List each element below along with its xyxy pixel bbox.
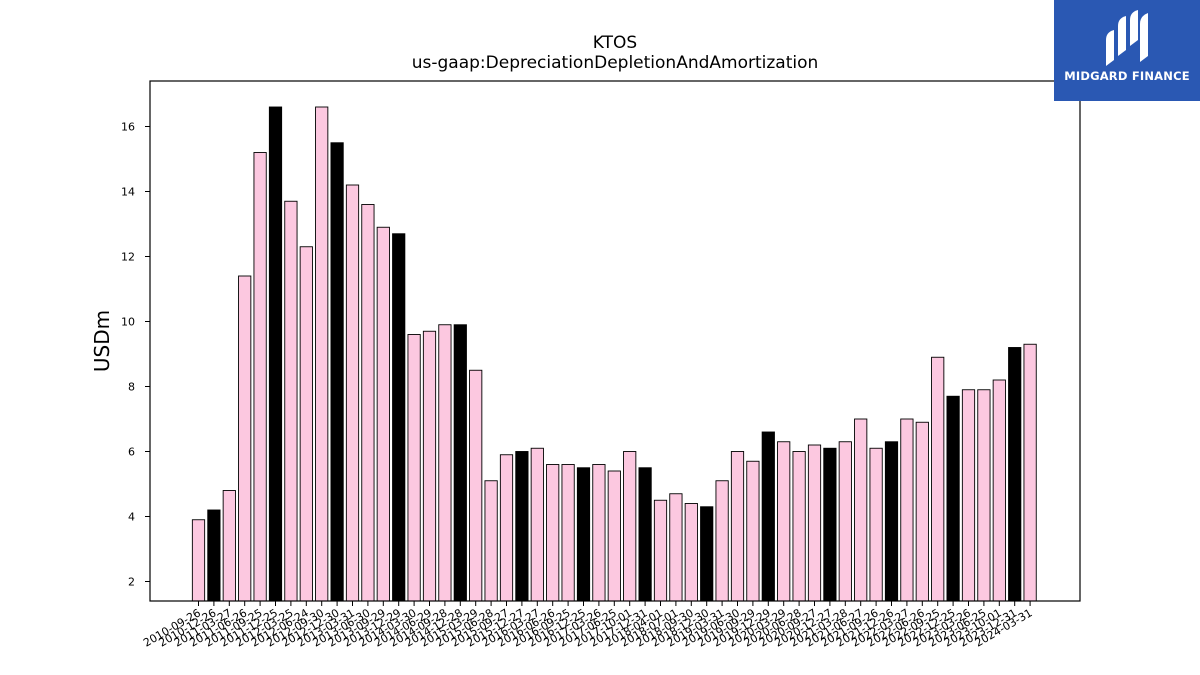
y-axis-label: USDm bbox=[90, 310, 114, 372]
bar bbox=[515, 451, 529, 602]
bar bbox=[992, 379, 1006, 602]
bar bbox=[392, 233, 406, 602]
bar bbox=[299, 246, 313, 602]
bar bbox=[484, 480, 498, 602]
bar bbox=[807, 444, 822, 602]
bar bbox=[900, 418, 914, 602]
plot-frame bbox=[149, 80, 1081, 602]
bar bbox=[869, 447, 883, 602]
bar bbox=[931, 356, 945, 602]
y-axis: 2 4 6 8 10 12 14 16 bbox=[121, 121, 150, 589]
bar bbox=[823, 447, 837, 602]
y-tick-label: 4 bbox=[128, 511, 135, 524]
bar bbox=[330, 142, 344, 602]
bar bbox=[715, 480, 729, 602]
bar bbox=[884, 441, 899, 602]
bar bbox=[1008, 347, 1022, 602]
y-tick-label: 16 bbox=[121, 121, 135, 134]
bar bbox=[576, 467, 591, 602]
bar bbox=[222, 490, 236, 602]
bar bbox=[238, 275, 252, 602]
bar bbox=[530, 447, 544, 602]
bar bbox=[977, 389, 991, 602]
bar bbox=[669, 493, 683, 602]
bar bbox=[469, 369, 483, 602]
y-tick-label: 12 bbox=[121, 251, 135, 264]
bar bbox=[438, 324, 452, 602]
bar bbox=[191, 519, 206, 602]
logo-mark-icon bbox=[1106, 10, 1148, 66]
bar bbox=[561, 464, 575, 602]
bar bbox=[946, 395, 960, 602]
bar bbox=[623, 451, 637, 602]
bar bbox=[746, 460, 760, 602]
bar bbox=[607, 470, 621, 602]
bar bbox=[253, 152, 267, 602]
bar bbox=[361, 204, 375, 602]
bar bbox=[284, 200, 298, 602]
bar bbox=[838, 441, 852, 602]
bar bbox=[546, 464, 560, 602]
bar bbox=[207, 509, 221, 602]
y-tick-label: 10 bbox=[121, 316, 135, 329]
bars-group bbox=[191, 106, 1037, 602]
bar bbox=[268, 106, 283, 602]
bar bbox=[345, 184, 360, 602]
x-axis: 2010-09-262010-12-262011-03-272011-06-26… bbox=[141, 601, 1035, 650]
bar bbox=[730, 451, 745, 602]
bar bbox=[407, 334, 421, 602]
bar bbox=[792, 451, 806, 602]
bar bbox=[499, 454, 514, 602]
chart-subtitle: us-gaap:DepreciationDepletionAndAmortiza… bbox=[412, 53, 819, 73]
y-tick-label: 2 bbox=[128, 576, 135, 589]
y-tick-label: 8 bbox=[128, 381, 135, 394]
bar bbox=[761, 431, 775, 602]
y-tick-label: 14 bbox=[121, 186, 135, 199]
brand-logo: MIDGARD FINANCE bbox=[1054, 0, 1200, 101]
bar bbox=[453, 324, 467, 602]
bar bbox=[422, 330, 437, 602]
bar bbox=[1023, 343, 1037, 602]
logo-text: MIDGARD FINANCE bbox=[1064, 69, 1190, 83]
bar bbox=[376, 226, 390, 602]
bar bbox=[915, 421, 929, 602]
bar bbox=[315, 106, 329, 602]
bar bbox=[777, 441, 791, 602]
bar bbox=[592, 464, 606, 602]
bar bbox=[961, 389, 976, 602]
bar bbox=[653, 499, 668, 602]
bar bbox=[638, 467, 652, 602]
bar bbox=[700, 506, 714, 602]
bar bbox=[854, 418, 868, 602]
bar bbox=[684, 503, 698, 602]
chart-title: KTOS bbox=[593, 33, 637, 53]
y-tick-label: 6 bbox=[128, 446, 135, 459]
